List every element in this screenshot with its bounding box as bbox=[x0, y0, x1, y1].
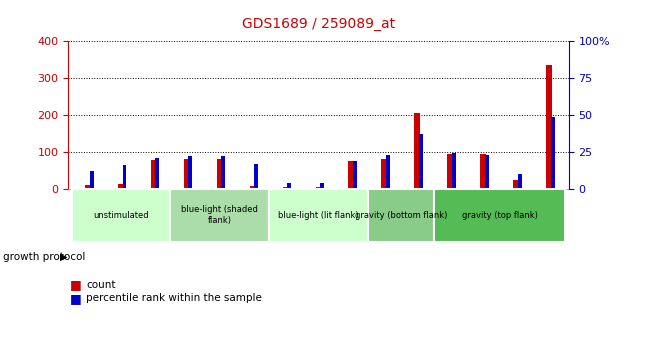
Text: growth protocol: growth protocol bbox=[3, 252, 86, 262]
Bar bbox=[419, 134, 422, 189]
Bar bbox=[485, 155, 489, 189]
Bar bbox=[90, 171, 94, 189]
Bar bbox=[315, 187, 322, 189]
Bar bbox=[447, 154, 453, 189]
Bar bbox=[414, 113, 421, 189]
Bar bbox=[434, 189, 566, 241]
Text: GDS1689 / 259089_at: GDS1689 / 259089_at bbox=[242, 17, 395, 31]
Text: gravity (top flank): gravity (top flank) bbox=[462, 211, 538, 220]
Bar bbox=[188, 156, 192, 189]
Bar bbox=[85, 185, 91, 189]
Bar bbox=[151, 160, 157, 189]
Bar bbox=[170, 189, 269, 241]
Text: gravity (bottom flank): gravity (bottom flank) bbox=[355, 211, 447, 220]
Bar bbox=[480, 154, 486, 189]
Bar bbox=[155, 158, 159, 189]
Text: ■: ■ bbox=[70, 292, 82, 305]
Bar bbox=[452, 154, 456, 189]
Bar bbox=[348, 161, 354, 189]
Bar bbox=[551, 117, 554, 189]
Bar bbox=[221, 156, 226, 189]
Text: ▶: ▶ bbox=[60, 252, 68, 262]
Bar bbox=[250, 186, 255, 189]
Bar bbox=[546, 65, 552, 189]
Bar bbox=[287, 183, 291, 189]
Bar bbox=[353, 161, 357, 189]
Bar bbox=[320, 183, 324, 189]
Bar bbox=[368, 189, 434, 241]
Bar bbox=[513, 180, 519, 189]
Bar bbox=[386, 155, 390, 189]
Bar bbox=[382, 159, 387, 189]
Bar bbox=[283, 187, 289, 189]
Text: percentile rank within the sample: percentile rank within the sample bbox=[86, 294, 263, 303]
Bar bbox=[254, 164, 258, 189]
Bar bbox=[517, 174, 521, 189]
Text: ■: ■ bbox=[70, 278, 82, 291]
Bar bbox=[216, 159, 223, 189]
Bar bbox=[122, 165, 127, 189]
Text: blue-light (lit flank): blue-light (lit flank) bbox=[278, 211, 359, 220]
Bar bbox=[118, 185, 124, 189]
Bar bbox=[184, 159, 190, 189]
Text: unstimulated: unstimulated bbox=[93, 211, 149, 220]
Text: blue-light (shaded
flank): blue-light (shaded flank) bbox=[181, 206, 258, 225]
Text: count: count bbox=[86, 280, 116, 289]
Bar bbox=[72, 189, 170, 241]
Bar bbox=[269, 189, 368, 241]
